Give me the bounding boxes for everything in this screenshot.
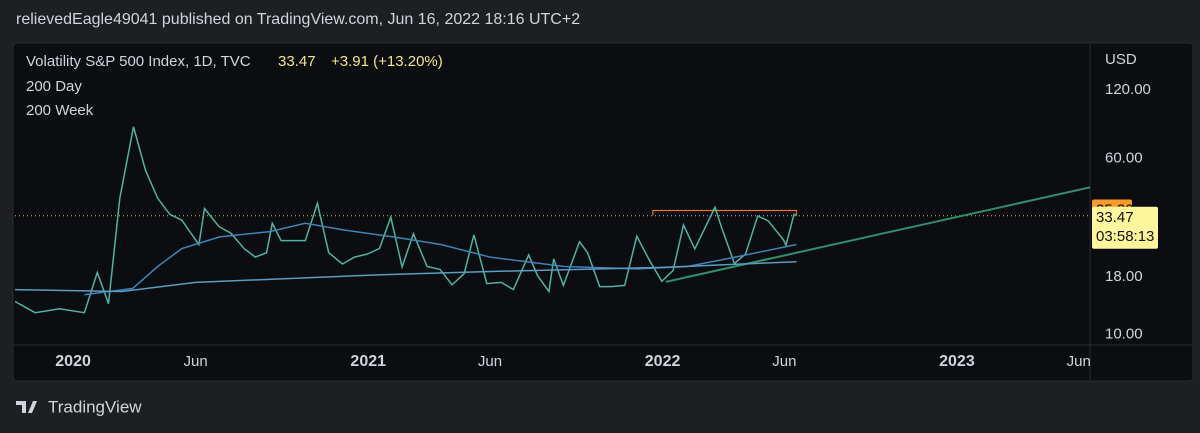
chart-panel [12,42,1194,382]
legend-title: Volatility S&P 500 Index, 1D, TVC [26,53,251,70]
trendline [665,186,1090,283]
x-tick-label: 2021 [350,353,386,370]
y-tick-label: 10.00 [1105,326,1143,343]
plot-area [15,126,1090,314]
legend-ma: 200 Week [26,102,94,119]
series-line [15,260,797,293]
logo: TradingView [16,397,142,416]
series-line [15,126,797,314]
price-tag [1092,206,1158,249]
x-tick-label: Jun [772,353,796,370]
price-tag-label: 33.47 [1096,209,1134,226]
x-tick-label: Jun [1067,353,1091,370]
x-tick-label: Jun [478,353,502,370]
resistance-line [652,209,798,216]
y-tick-label: 18.00 [1105,268,1143,285]
x-tick-label: 2022 [645,353,681,370]
footer: TradingView [48,397,142,416]
header: relievedEagle49041 published on TradingV… [16,11,580,28]
x-tick-label: 2020 [55,353,91,370]
y-tick-label: 120.00 [1105,81,1151,98]
legend-price: 33.47 [278,53,316,70]
legend-change: +3.91 (+13.20%) [331,53,443,70]
x-tick-label: 2023 [939,353,975,370]
y-tick-label: 60.00 [1105,149,1143,166]
x-tick-label: Jun [184,353,208,370]
countdown: 03:58:13 [1096,228,1154,245]
currency: USD [1105,51,1137,68]
legend-ma: 200 Day [26,78,82,95]
